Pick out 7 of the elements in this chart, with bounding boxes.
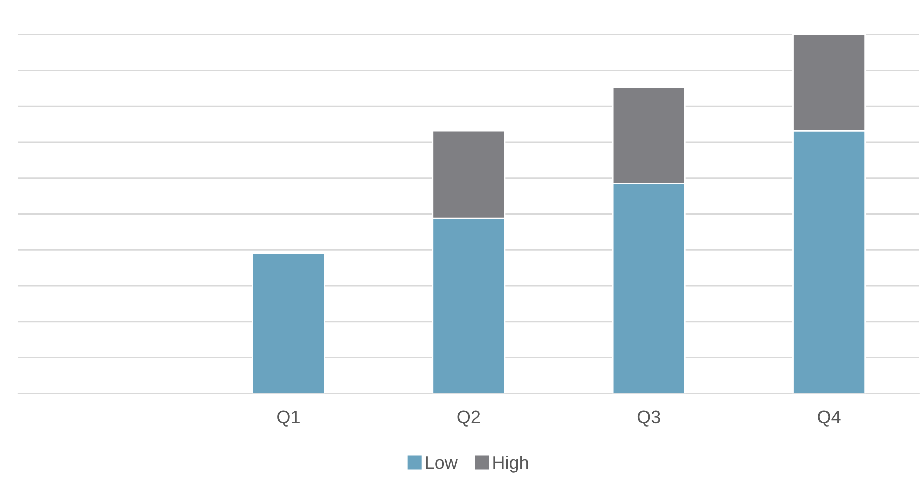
x-tick-label: Q1: [278, 410, 300, 427]
x-tick-label: Q3: [638, 410, 660, 427]
x-tick-label: Q2: [458, 410, 480, 427]
legend-label: High: [494, 456, 528, 473]
x-tick-label: Q4: [818, 410, 841, 427]
bar: [252, 253, 326, 394]
legend-label: Low: [426, 456, 458, 470]
